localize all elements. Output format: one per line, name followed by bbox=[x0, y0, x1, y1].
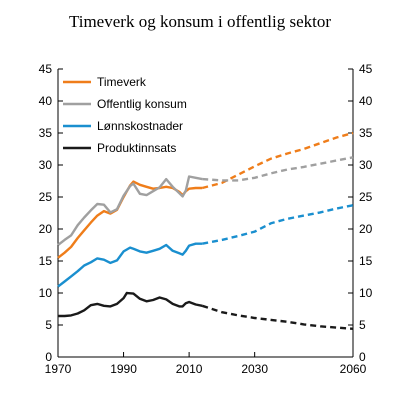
y-tick-label-right: 30 bbox=[359, 158, 373, 172]
legend-label: Lønnskostnader bbox=[97, 119, 183, 133]
y-tick-label-left: 5 bbox=[45, 318, 52, 332]
y-tick-label-left: 30 bbox=[39, 158, 53, 172]
y-tick-label-left: 10 bbox=[39, 286, 53, 300]
series-line-historical-l-nnskostnader bbox=[57, 242, 203, 288]
y-tick-label-left: 40 bbox=[39, 94, 53, 108]
y-tick-label-left: 0 bbox=[45, 350, 52, 364]
y-axis-right-ticks: 0 5 10 15 20 25 30 35 40 45 bbox=[348, 62, 373, 364]
legend-label: Offentlig konsum bbox=[97, 97, 187, 111]
y-tick-label-right: 25 bbox=[359, 190, 373, 204]
y-tick-label-right: 15 bbox=[359, 254, 373, 268]
series-line-historical-produktinnsats bbox=[58, 291, 203, 318]
y-tick-label-right: 5 bbox=[359, 318, 366, 332]
x-tick-label: 2030 bbox=[241, 362, 268, 376]
series-line-projection-l-nnskostnader bbox=[201, 204, 354, 245]
legend-label: Timeverk bbox=[97, 75, 147, 89]
series-line-projection-produktinnsats bbox=[201, 304, 354, 330]
series-line-projection-offentlig-konsum bbox=[202, 156, 354, 182]
axes bbox=[57, 69, 354, 358]
series-line-historical-offentlig-konsum bbox=[57, 175, 203, 246]
y-tick-label-left: 15 bbox=[39, 254, 53, 268]
y-tick-label-right: 20 bbox=[359, 222, 373, 236]
y-tick-label-right: 35 bbox=[359, 126, 373, 140]
y-tick-label-left: 45 bbox=[39, 62, 53, 76]
y-tick-label-right: 40 bbox=[359, 94, 373, 108]
y-tick-label-right: 0 bbox=[359, 350, 366, 364]
y-axis-left-ticks: 0 5 10 15 20 25 30 35 40 45 bbox=[39, 62, 63, 364]
series-line-projection-timeverk bbox=[201, 131, 354, 190]
y-tick-label-right: 10 bbox=[359, 286, 373, 300]
y-tick-label-left: 35 bbox=[39, 126, 53, 140]
series-lines bbox=[57, 131, 354, 330]
y-tick-label-left: 25 bbox=[39, 190, 53, 204]
x-tick-label: 2060 bbox=[340, 362, 367, 376]
legend: Timeverk Offentlig konsum Lønnskostnader Pr… bbox=[63, 75, 187, 155]
x-tick-label: 1970 bbox=[45, 362, 72, 376]
y-tick-label-left: 20 bbox=[39, 222, 53, 236]
y-tick-label-right: 45 bbox=[359, 62, 373, 76]
chart-title: Timeverk og konsum i offentlig sektor bbox=[68, 12, 332, 31]
x-axis-ticks: 1970 1990 2010 2030 2060 bbox=[45, 352, 367, 376]
legend-label: Produktinnsats bbox=[97, 141, 176, 155]
x-tick-label: 1990 bbox=[110, 362, 137, 376]
x-tick-label: 2010 bbox=[176, 362, 203, 376]
